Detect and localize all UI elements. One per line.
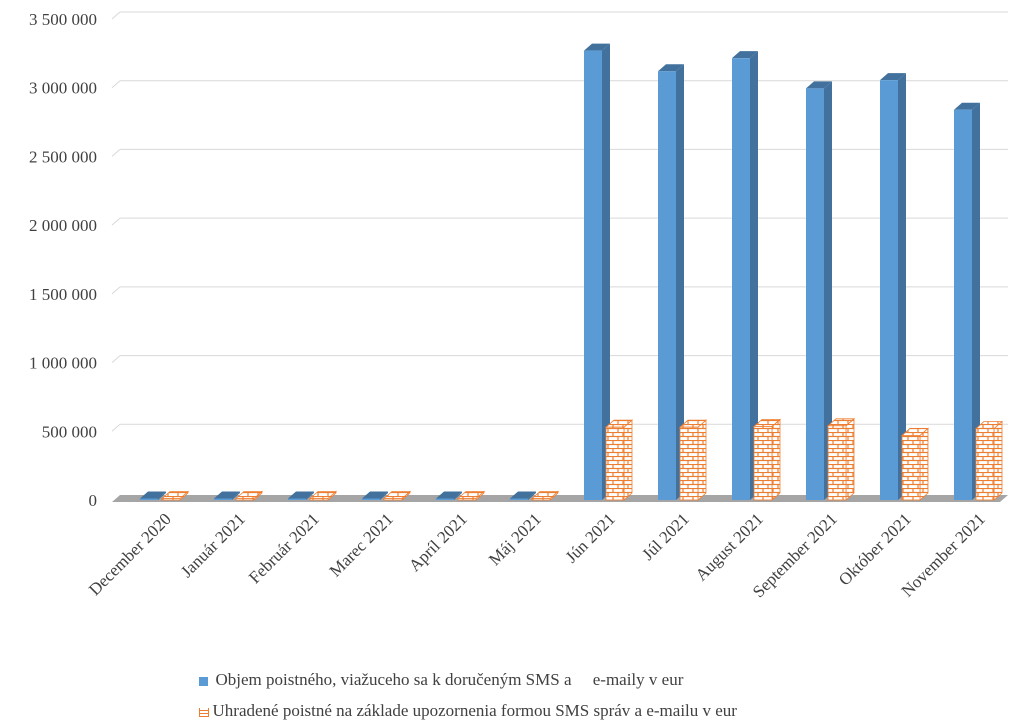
y-tick-label: 1 000 000 — [29, 354, 97, 373]
bar-uhradene-poistne — [160, 490, 190, 501]
bar-objem-poistneho — [954, 102, 980, 501]
bar-uhradene-poistne — [234, 490, 264, 501]
x-tick-label: Január 2021 — [177, 509, 249, 581]
bar-objem-poistneho — [214, 491, 240, 500]
bar-uhradene-poistne — [974, 420, 1004, 501]
bar-objem-poistneho — [880, 73, 906, 501]
x-tick-label: Február 2021 — [245, 509, 323, 587]
x-tick-label: Jún 2021 — [562, 509, 619, 566]
gridline-depth — [111, 423, 121, 432]
gridline-depth — [111, 80, 121, 89]
gridline-depth — [111, 11, 121, 20]
bar-uhradene-poistne — [678, 419, 708, 501]
legend-swatch-2 — [198, 707, 209, 717]
y-tick-label: 0 — [89, 491, 98, 510]
y-tick-label: 500 000 — [42, 422, 97, 441]
x-tick-label: August 2021 — [692, 509, 767, 584]
bars — [140, 43, 1004, 501]
bar-uhradene-poistne — [456, 490, 486, 501]
bar-objem-poistneho — [806, 81, 832, 500]
bar-objem-poistneho — [362, 491, 388, 500]
bar-uhradene-poistne — [530, 490, 560, 501]
bar-objem-poistneho — [658, 64, 684, 501]
gridline-depth — [111, 217, 121, 226]
y-tick-label: 2 500 000 — [29, 147, 97, 166]
bar-uhradene-poistne — [752, 418, 782, 501]
legend-label-1: Objem poistného, viažuceho sa k doručený… — [215, 670, 684, 689]
bar-uhradene-poistne — [826, 417, 856, 501]
bar-uhradene-poistne — [604, 419, 634, 501]
x-tick-label: December 2020 — [85, 509, 175, 599]
bar-uhradene-poistne — [308, 490, 338, 501]
y-tick-label: 3 000 000 — [29, 79, 97, 98]
gridline-depth — [111, 286, 121, 295]
bar-objem-poistneho — [140, 491, 166, 500]
y-tick-label: 2 000 000 — [29, 216, 97, 235]
y-tick-label: 3 500 000 — [29, 10, 97, 29]
legend-swatch-1 — [198, 676, 208, 686]
gridline-depth — [111, 355, 121, 363]
gridline-depth — [111, 149, 121, 157]
bar-objem-poistneho — [732, 51, 758, 500]
chart-floor — [112, 495, 1008, 502]
chart-floor-surface — [112, 495, 1008, 502]
x-tick-label: Október 2021 — [835, 509, 915, 589]
legend-label-2: Uhradené poistné na základe upozornenia … — [212, 701, 737, 720]
x-tick-label: Marec 2021 — [326, 509, 397, 580]
bar-objem-poistneho — [436, 491, 462, 500]
bar-uhradene-poistne — [382, 490, 412, 501]
bar-objem-poistneho — [584, 43, 610, 500]
legend-item-series-1: Objem poistného, viažuceho sa k doručený… — [190, 650, 683, 690]
gridlines — [111, 11, 1008, 432]
y-axis-ticks: 0 500 000 1 000 000 1 500 000 2 000 000 2 500… — [29, 10, 97, 510]
bar-objem-poistneho — [288, 491, 314, 500]
x-tick-label: Apríl 2021 — [405, 509, 471, 575]
bar-chart: 0 500 000 1 000 000 1 500 000 2 000 000 2 500… — [29, 10, 1008, 601]
legend-item-series-2: Uhradené poistné na základe upozornenia … — [190, 681, 737, 721]
x-tick-label: Júl 2021 — [638, 509, 693, 564]
y-tick-label: 1 500 000 — [29, 285, 97, 304]
bar-uhradene-poistne — [900, 427, 930, 501]
x-tick-label: Máj 2021 — [485, 509, 545, 569]
bar-objem-poistneho — [510, 491, 536, 500]
